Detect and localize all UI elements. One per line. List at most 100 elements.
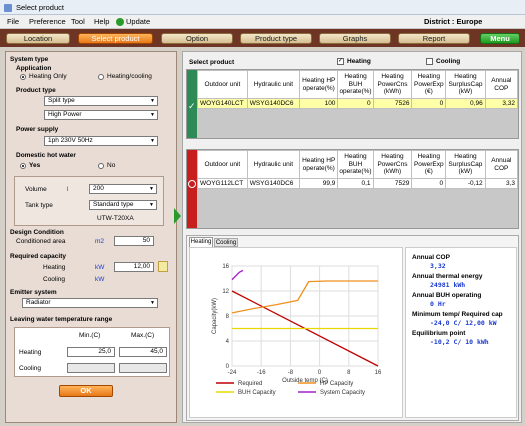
col-buh-operate: Heating BUH operate(%) [337, 70, 374, 99]
area-unit: m2 [95, 238, 105, 245]
heating-checkbox[interactable]: ✓ [337, 58, 344, 65]
req-cooling-label: Cooling [43, 276, 66, 283]
ok-button[interactable]: OK [59, 385, 113, 397]
emitter-select[interactable]: Radiator ▼ [22, 298, 158, 308]
dhw-yes-radio[interactable] [20, 163, 26, 169]
x-tick-label: 16 [375, 370, 382, 376]
system-type-heading: System type [10, 56, 49, 63]
lightbulb-icon[interactable] [158, 261, 168, 272]
cell-surpluscap: 0,96 [445, 98, 486, 109]
tab-heating[interactable]: Heating [189, 237, 213, 247]
heating-only-label: Heating Only [29, 73, 67, 80]
cell-annual-cop: 3,3 [484, 178, 519, 189]
cell-hydraulic: WSYG140DC6 [246, 98, 301, 109]
table-row[interactable]: WOYG140LCT WSYG140DC6 100 0 7526 0 0,96 … [197, 98, 519, 109]
nav-report-button[interactable]: Report [398, 33, 470, 44]
nav-graphs-button[interactable]: Graphs [319, 33, 391, 44]
results-table-1: ✓ Outdoor unit Hydraulic unit Heating HP… [186, 69, 519, 139]
capacity-chart: -24 -16 -8 0 8 16 0 4 8 12 16 Outside temp (C) Capac… [212, 264, 382, 396]
tank-type-value: Standard type [93, 201, 134, 208]
app-icon [4, 4, 12, 12]
cell-surpluscap: -0,12 [445, 178, 486, 189]
menu-tool[interactable]: Tool [71, 17, 85, 26]
dhw-label: Domestic hot water [16, 152, 76, 159]
lwt-heating-label: Heating [19, 349, 42, 356]
required-capacity-heading: Required capacity [10, 253, 66, 260]
col-powercns: Heating PowerCns (kWh) [372, 150, 413, 179]
x-axis-label: Outside temp (C) [282, 378, 328, 384]
tank-type-select[interactable]: Standard type ▼ [89, 200, 157, 210]
y-tick-label: 4 [226, 339, 230, 345]
lwt-cooling-min-input[interactable] [67, 363, 115, 373]
dhw-yes-label: Yes [29, 162, 41, 169]
heating-only-radio[interactable] [20, 74, 26, 80]
arrow-right-icon [174, 208, 181, 224]
menu-update[interactable]: Update [126, 17, 151, 26]
volume-unit: l [67, 186, 69, 193]
stat-value: -24,0 C/ 12,00 kW [430, 319, 497, 327]
select-product-heading: Select product [189, 59, 235, 66]
check-icon: ✓ [188, 101, 196, 111]
power-supply-value: 1ph 230V 50Hz [48, 137, 93, 144]
col-outdoor: Outdoor unit [197, 70, 248, 99]
cell-powercns: 7526 [372, 98, 413, 109]
chevron-down-icon: ▼ [149, 186, 154, 192]
product-subtype-value: High Power [48, 111, 82, 118]
chevron-down-icon: ▼ [150, 138, 155, 144]
window-titlebar: Select product [0, 0, 525, 15]
tab-cooling[interactable]: Cooling [214, 238, 238, 247]
cooling-checkbox[interactable] [426, 58, 433, 65]
nav-product-type-button[interactable]: Product type [240, 33, 312, 44]
req-heating-input[interactable]: 12,00 [114, 262, 154, 272]
menu-file[interactable]: File [7, 17, 20, 26]
lwt-cooling-max-input[interactable] [119, 363, 167, 373]
legend-label: BUH Capacity [238, 390, 276, 396]
col-hydraulic: Hydraulic unit [246, 70, 301, 99]
conditioned-area-input[interactable]: 50 [114, 236, 154, 246]
window-title: Select product [16, 3, 64, 12]
legend-label: HP Capacity [320, 381, 353, 387]
col-hp-operate: Heating HP operate(%) [298, 150, 339, 179]
ng-marker [187, 150, 197, 228]
table-row[interactable]: WOYG112LCT WSYG140DC6 99,9 0,1 7529 0 -0… [197, 178, 519, 189]
prohibited-icon [188, 180, 196, 188]
nav-location-button[interactable]: Location [6, 33, 70, 44]
x-tick-label: -16 [257, 370, 266, 376]
nav-bar: Location Select product Option Product t… [0, 29, 525, 47]
chart-container: -24 -16 -8 0 8 16 0 4 8 12 16 Outside temp (C) Capac… [189, 247, 403, 418]
menu-preference[interactable]: Preference [29, 17, 66, 26]
conditioned-area-label: Conditioned area [16, 238, 66, 245]
menu-help[interactable]: Help [94, 17, 110, 26]
tank-type-label: Tank type [25, 202, 53, 209]
legend-label: Required [238, 381, 262, 387]
product-type-select[interactable]: Split type ▼ [44, 96, 158, 106]
series-line-hp-capacity [231, 280, 378, 314]
heating-checkbox-label: Heating [347, 58, 371, 65]
cell-powerexp: 0 [411, 98, 447, 109]
y-tick-label: 0 [226, 364, 230, 370]
emitter-system-heading: Emitter system [10, 289, 57, 296]
product-subtype-select[interactable]: High Power ▼ [44, 110, 158, 120]
dhw-no-label: No [107, 162, 116, 169]
nav-menu-button[interactable]: Menu [480, 33, 520, 44]
col-annual-cop: Annual COP [484, 70, 519, 99]
col-hydraulic: Hydraulic unit [246, 150, 301, 179]
cell-powercns: 7529 [372, 178, 413, 189]
power-supply-select[interactable]: 1ph 230V 50Hz ▼ [44, 136, 158, 146]
application-label: Application [16, 65, 52, 72]
cell-powerexp: 0 [411, 178, 447, 189]
dhw-no-radio[interactable] [98, 163, 104, 169]
lwt-heating-max-input[interactable]: 45,0 [119, 347, 167, 357]
nav-select-product-button[interactable]: Select product [78, 33, 153, 44]
tank-model-label: UTW-T20XA [97, 215, 134, 222]
volume-select[interactable]: 200 ▼ [89, 184, 157, 194]
graph-area: Heating Cooling -24 -16 -8 0 8 16 0 4 8 12 16 Outsi… [186, 235, 519, 421]
x-tick-label: -8 [288, 370, 294, 376]
y-axis-label: Capacity(kW) [212, 298, 218, 334]
stats-box: Annual COP 3,32 Annual thermal energy 24981… [405, 247, 517, 418]
heating-cooling-radio[interactable] [98, 74, 104, 80]
lwt-heating-min-input[interactable]: 25,0 [67, 347, 115, 357]
col-surpluscap: Heating SurplusCap (kW) [445, 70, 486, 99]
nav-option-button[interactable]: Option [161, 33, 233, 44]
col-powerexp: Heating PowerExp (€) [411, 150, 447, 179]
